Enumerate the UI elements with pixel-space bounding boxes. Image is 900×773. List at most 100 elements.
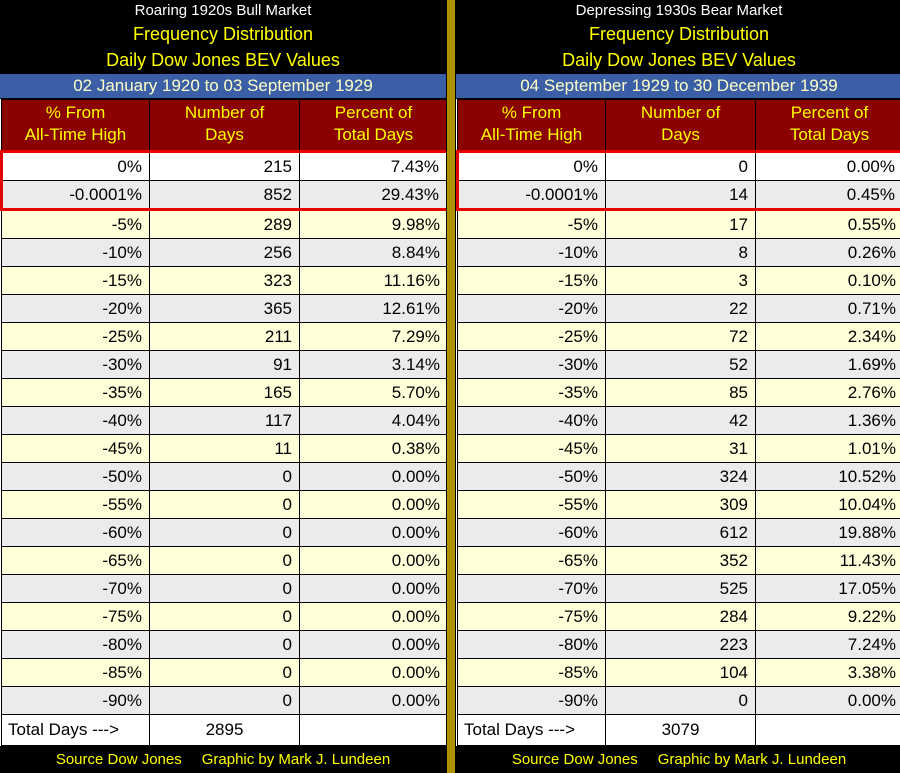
cell-percent-of-days: 3.14% bbox=[299, 350, 448, 380]
cell-percent-of-days: 7.24% bbox=[755, 630, 900, 660]
col-header-bev: % From All-Time High bbox=[1, 99, 150, 153]
table-row: -55% 309 10.04% bbox=[457, 490, 900, 520]
table-row: -40% 117 4.04% bbox=[1, 406, 448, 436]
table-row: -55% 0 0.00% bbox=[1, 490, 448, 520]
cell-number-of-days: 0 bbox=[149, 574, 300, 604]
panel-footer: Source Dow Jones Graphic by Mark J. Lund… bbox=[0, 746, 446, 773]
cell-bev-level: -20% bbox=[457, 294, 606, 324]
cell-number-of-days: 72 bbox=[605, 322, 756, 352]
table-row: -20% 22 0.71% bbox=[457, 294, 900, 324]
cell-percent-of-days: 0.38% bbox=[299, 434, 448, 464]
col-header-line: Days bbox=[205, 125, 244, 145]
cell-bev-level: -15% bbox=[1, 266, 150, 296]
col-header-line: Number of bbox=[184, 102, 265, 122]
table-row: -30% 91 3.14% bbox=[1, 350, 448, 380]
frequency-table: % From All-Time High Number of Days Percen… bbox=[0, 99, 449, 747]
cell-percent-of-days: 0.00% bbox=[299, 490, 448, 520]
panel-title: Depressing 1930s Bear Market bbox=[456, 0, 900, 22]
table-row: -85% 0 0.00% bbox=[1, 658, 448, 688]
table-row: -65% 352 11.43% bbox=[457, 546, 900, 576]
cell-bev-level: -60% bbox=[1, 518, 150, 548]
cell-number-of-days: 0 bbox=[149, 518, 300, 548]
table-row: -80% 0 0.00% bbox=[1, 630, 448, 660]
total-days-label: Total Days ---> bbox=[1, 714, 150, 747]
cell-percent-of-days: 0.00% bbox=[299, 546, 448, 576]
total-row: Total Days ---> 3079 bbox=[457, 714, 900, 747]
cell-number-of-days: 0 bbox=[149, 658, 300, 688]
table-row: -60% 0 0.00% bbox=[1, 518, 448, 548]
total-empty-cell bbox=[299, 714, 448, 747]
cell-bev-level: -85% bbox=[457, 658, 606, 688]
table-row: -90% 0 0.00% bbox=[1, 686, 448, 716]
col-header-line: Total Days bbox=[789, 125, 870, 145]
table-row: -50% 324 10.52% bbox=[457, 462, 900, 492]
cell-number-of-days: 0 bbox=[149, 490, 300, 520]
cell-percent-of-days: 1.36% bbox=[755, 406, 900, 436]
cell-percent-of-days: 0.00% bbox=[299, 658, 448, 688]
col-header-line: All-Time High bbox=[480, 125, 583, 145]
total-empty-cell bbox=[755, 714, 900, 747]
table-row: -60% 612 19.88% bbox=[457, 518, 900, 548]
cell-bev-level: -70% bbox=[457, 574, 606, 604]
cell-percent-of-days: 0.00% bbox=[299, 518, 448, 548]
source-text: Source Dow Jones bbox=[55, 751, 182, 769]
cell-percent-of-days: 12.61% bbox=[299, 294, 448, 324]
cell-percent-of-days: 9.22% bbox=[755, 602, 900, 632]
cell-number-of-days: 852 bbox=[149, 180, 300, 212]
cell-number-of-days: 0 bbox=[149, 602, 300, 632]
col-header-line: Percent of bbox=[334, 102, 413, 122]
panel-footer: Source Dow Jones Graphic by Mark J. Lund… bbox=[456, 746, 900, 773]
cell-bev-level: -55% bbox=[1, 490, 150, 520]
cell-bev-level: -90% bbox=[1, 686, 150, 716]
col-header-days: Number of Days bbox=[605, 99, 756, 153]
cell-percent-of-days: 3.38% bbox=[755, 658, 900, 688]
cell-bev-level: -5% bbox=[457, 209, 606, 240]
cell-bev-level: -45% bbox=[1, 434, 150, 464]
cell-percent-of-days: 0.55% bbox=[755, 209, 900, 240]
cell-bev-level: -0.0001% bbox=[456, 180, 606, 212]
cell-number-of-days: 0 bbox=[605, 686, 756, 716]
cell-number-of-days: 85 bbox=[605, 378, 756, 408]
total-days-label: Total Days ---> bbox=[457, 714, 606, 747]
cell-bev-level: -70% bbox=[1, 574, 150, 604]
panel-title: Roaring 1920s Bull Market bbox=[0, 0, 446, 22]
cell-bev-level: -50% bbox=[457, 462, 606, 492]
cell-number-of-days: 324 bbox=[605, 462, 756, 492]
cell-percent-of-days: 0.71% bbox=[755, 294, 900, 324]
cell-percent-of-days: 11.16% bbox=[299, 266, 448, 296]
cell-percent-of-days: 2.34% bbox=[755, 322, 900, 352]
table-row: -45% 31 1.01% bbox=[457, 434, 900, 464]
cell-number-of-days: 0 bbox=[149, 686, 300, 716]
table-row: -90% 0 0.00% bbox=[457, 686, 900, 716]
table-row: -50% 0 0.00% bbox=[1, 462, 448, 492]
header-row: % From All-Time High Number of Days Percen… bbox=[457, 99, 900, 153]
panel-subtitle-bev: Daily Dow Jones BEV Values bbox=[456, 47, 900, 74]
col-header-bev: % From All-Time High bbox=[457, 99, 606, 153]
cell-bev-level: -0.0001% bbox=[0, 180, 150, 212]
cell-bev-level: 0% bbox=[0, 150, 150, 182]
cell-bev-level: -20% bbox=[1, 294, 150, 324]
table-row: -5% 17 0.55% bbox=[457, 209, 900, 240]
cell-percent-of-days: 0.45% bbox=[755, 180, 900, 212]
cell-number-of-days: 104 bbox=[605, 658, 756, 688]
cell-number-of-days: 31 bbox=[605, 434, 756, 464]
col-header-percent: Percent of Total Days bbox=[299, 99, 448, 153]
cell-number-of-days: 0 bbox=[149, 546, 300, 576]
table-row: -5% 289 9.98% bbox=[1, 209, 448, 240]
cell-bev-level: -35% bbox=[1, 378, 150, 408]
cell-number-of-days: 525 bbox=[605, 574, 756, 604]
total-days-value: 2895 bbox=[149, 714, 300, 747]
cell-percent-of-days: 0.00% bbox=[299, 602, 448, 632]
cell-number-of-days: 165 bbox=[149, 378, 300, 408]
table-row: -30% 52 1.69% bbox=[457, 350, 900, 380]
panel-subtitle-frequency: Frequency Distribution bbox=[456, 21, 900, 48]
cell-percent-of-days: 0.26% bbox=[755, 238, 900, 268]
total-row: Total Days ---> 2895 bbox=[1, 714, 448, 747]
credit-text: Graphic by Mark J. Lundeen bbox=[201, 751, 391, 769]
table-row: -0.0001% 14 0.45% bbox=[456, 180, 900, 212]
col-header-line: Number of bbox=[640, 102, 721, 122]
cell-number-of-days: 256 bbox=[149, 238, 300, 268]
table-row: -20% 365 12.61% bbox=[1, 294, 448, 324]
cell-bev-level: -40% bbox=[1, 406, 150, 436]
table-row: -0.0001% 852 29.43% bbox=[0, 180, 449, 212]
